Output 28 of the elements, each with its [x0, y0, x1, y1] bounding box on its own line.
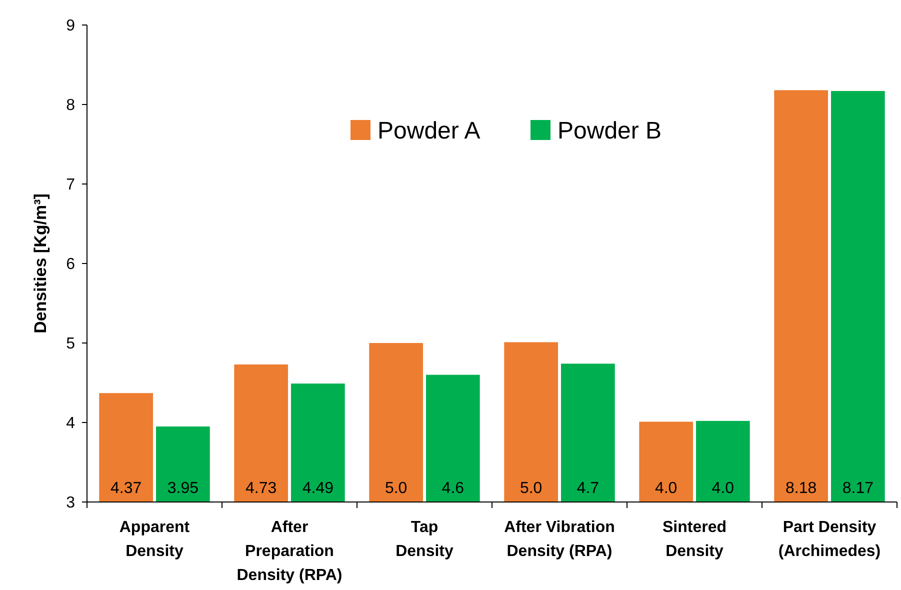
y-axis-title: Densities [Kg/m³] — [31, 194, 50, 334]
data-label: 8.18 — [786, 480, 817, 497]
legend-label: Powder A — [378, 117, 480, 144]
data-label: 5.0 — [384, 480, 408, 497]
data-label: 4.6 — [442, 480, 464, 497]
data-label: 4.49 — [302, 480, 334, 497]
legend-label: Powder B — [558, 117, 662, 144]
x-tick-label: After Vibration Density (RPA) — [504, 519, 615, 560]
y-tick-label: 7 — [66, 176, 76, 194]
x-tick-label: Apparent Density — [119, 519, 190, 560]
data-label: 4.37 — [110, 480, 142, 497]
data-label: 5.0 — [520, 480, 542, 497]
y-tick-label: 4 — [66, 415, 76, 432]
data-label: 4.0 — [712, 480, 734, 497]
y-tick-label: 3 — [66, 494, 76, 512]
data-label: 8.17 — [842, 480, 874, 497]
data-label: 4.73 — [246, 480, 277, 497]
data-label: 3.95 — [167, 480, 199, 497]
x-tick-label: Part Density (Archimedes) — [778, 519, 881, 560]
x-tick-label: Sintered Density — [662, 519, 727, 560]
y-tick-label: 8 — [66, 97, 76, 114]
y-tick-label: 6 — [66, 256, 76, 274]
data-label: 4.0 — [654, 480, 678, 497]
y-tick-label: 9 — [66, 18, 76, 35]
data-label: 4.7 — [576, 480, 600, 497]
x-tick-label: After Preparation Density (RPA) — [236, 519, 342, 584]
x-tick-label: Tap Density — [396, 519, 454, 560]
y-tick-label: 5 — [66, 336, 76, 353]
